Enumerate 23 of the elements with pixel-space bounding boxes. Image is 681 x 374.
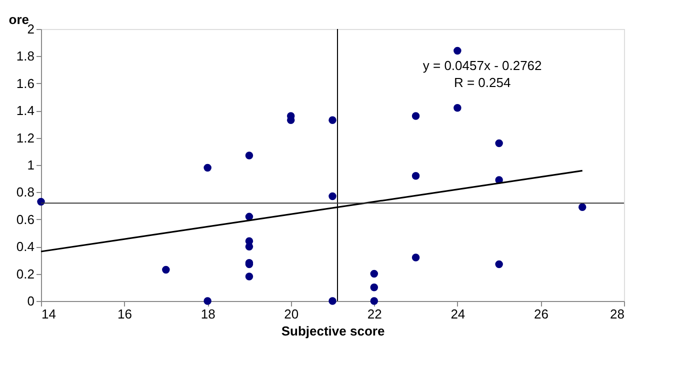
y-tick-label: 1.4 — [16, 103, 34, 118]
annotation: y = 0.0457x - 0.2762 — [422, 58, 542, 73]
x-tick-label: 28 — [610, 306, 624, 322]
x-axis-title: Subjective score — [281, 324, 385, 338]
x-tick-label: 14 — [42, 306, 56, 322]
y-tick-label: 1.6 — [16, 76, 34, 91]
x-tick-label: 24 — [450, 306, 466, 322]
y-tick-label: 0.6 — [16, 212, 34, 227]
y-tick-label: 1.8 — [16, 48, 34, 64]
x-tick-label: 20 — [284, 306, 299, 322]
y-axis-title: ore — [8, 12, 29, 27]
y-tick-label: 1 — [27, 158, 34, 172]
x-tick-label: 22 — [367, 306, 382, 322]
x-tick-label: 26 — [534, 306, 548, 322]
x-tick-label: 16 — [118, 306, 132, 322]
y-tick-label: 1.2 — [16, 130, 34, 146]
annotation: R = 0.254 — [454, 75, 511, 90]
y-tick-label: 2 — [27, 22, 34, 36]
y-tick-label: 0 — [27, 294, 34, 308]
y-tick-label: 0.8 — [16, 184, 34, 200]
y-tick-label: 0.4 — [16, 239, 34, 254]
x-tick-label: 18 — [200, 306, 216, 322]
y-tick-label: 0.2 — [16, 266, 34, 282]
